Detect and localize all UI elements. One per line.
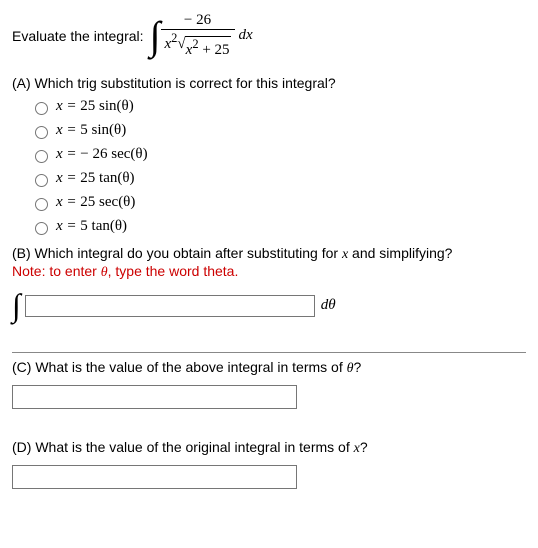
option-2[interactable]: x = 5 sin(θ) [30, 122, 526, 139]
evaluate-label: Evaluate the integral: [12, 28, 144, 44]
integral-sign-icon: ∫ [12, 287, 21, 324]
part-c-input[interactable] [12, 385, 297, 409]
dtheta-label: dθ [321, 297, 336, 314]
part-a-prompt: (A) Which trig substitution is correct f… [12, 73, 526, 91]
part-a: (A) Which trig substitution is correct f… [12, 73, 526, 235]
integral-display: ∫ − 26 x2x2 + 25 dx [150, 12, 253, 59]
part-d-input[interactable] [12, 465, 297, 489]
part-c-prompt: (C) What is the value of the above integ… [12, 352, 526, 377]
problem-header: Evaluate the integral: ∫ − 26 x2x2 + 25 … [12, 12, 526, 59]
option-1[interactable]: x = 25 sin(θ) [30, 98, 526, 115]
option-3[interactable]: x = − 26 sec(θ) [30, 146, 526, 163]
radio-5[interactable] [35, 198, 48, 211]
radio-6[interactable] [35, 222, 48, 235]
option-4[interactable]: x = 25 tan(θ) [30, 170, 526, 187]
option-6[interactable]: x = 5 tan(θ) [30, 218, 526, 235]
part-b-prompt: (B) Which integral do you obtain after s… [12, 245, 526, 263]
radio-3[interactable] [35, 150, 48, 163]
option-5[interactable]: x = 25 sec(θ) [30, 194, 526, 211]
radio-1[interactable] [35, 102, 48, 115]
part-d: (D) What is the value of the original in… [12, 437, 526, 489]
radio-4[interactable] [35, 174, 48, 187]
part-b-input-row: ∫ dθ [12, 287, 526, 324]
part-b-note: Note: to enter θ, type the word theta. [12, 263, 526, 281]
part-b-input[interactable] [25, 295, 315, 317]
part-d-prompt: (D) What is the value of the original in… [12, 437, 526, 457]
radio-2[interactable] [35, 126, 48, 139]
radio-list: x = 25 sin(θ) x = 5 sin(θ) x = − 26 sec(… [30, 98, 526, 235]
part-c: (C) What is the value of the above integ… [12, 352, 526, 409]
part-b: (B) Which integral do you obtain after s… [12, 245, 526, 324]
